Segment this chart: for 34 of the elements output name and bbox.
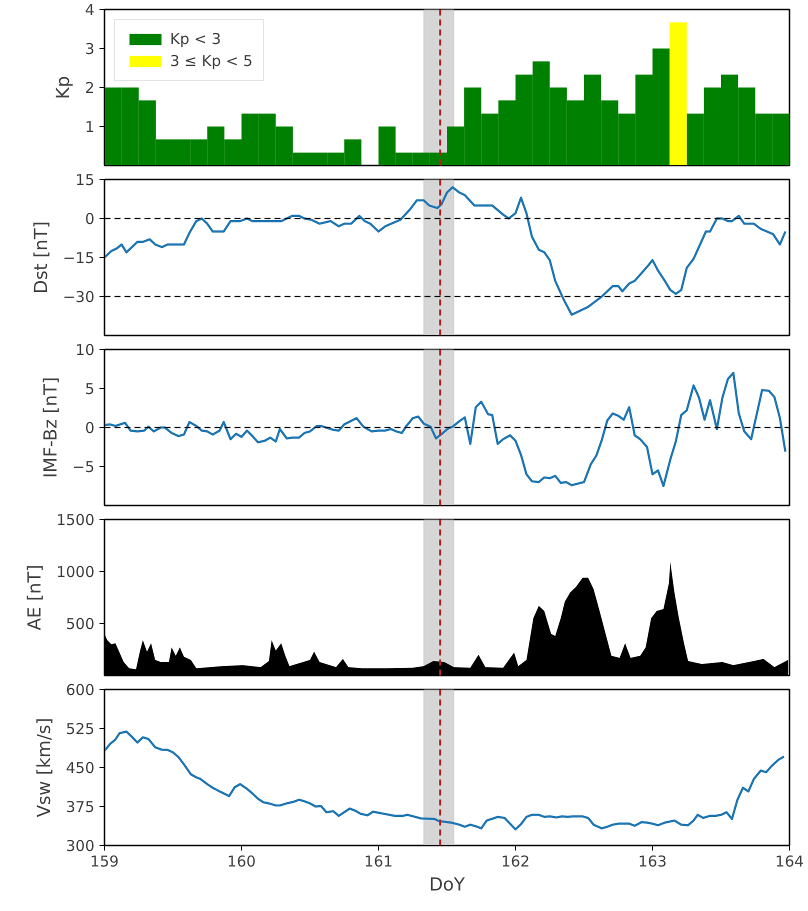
y-tick-label: 600 xyxy=(66,681,95,699)
y-tick-label: 0 xyxy=(84,419,95,437)
y-axis-title: Kp xyxy=(52,76,74,100)
y-tick-label: 1000 xyxy=(56,563,95,581)
y-tick-label: 0 xyxy=(84,210,95,228)
legend-label: Kp < 3 xyxy=(170,30,222,48)
y-tick-label: 15 xyxy=(75,171,95,189)
y-tick-label: 2 xyxy=(84,79,95,97)
y-tick-label: 300 xyxy=(66,837,95,855)
x-tick-label: 160 xyxy=(227,852,256,870)
y-tick-label: 1 xyxy=(84,118,95,136)
x-axis-title: DoY xyxy=(429,874,466,896)
y-axis-title: Vsw [km/s] xyxy=(34,718,55,818)
y-tick-label: 5 xyxy=(84,380,95,398)
y-tick-label: 10 xyxy=(75,341,95,359)
y-tick-label: 525 xyxy=(66,720,95,738)
x-tick-label: 162 xyxy=(501,852,530,870)
y-tick-label: 1500 xyxy=(56,511,95,529)
y-axis-title: IMF-Bz [nT] xyxy=(40,376,62,478)
y-tick-label: 500 xyxy=(66,615,95,633)
y-tick-label: −30 xyxy=(62,288,94,306)
y-tick-label: 375 xyxy=(66,798,95,816)
legend-label: 3 ≤ Kp < 5 xyxy=(170,52,253,70)
y-axis-title: AE [nT] xyxy=(24,564,46,630)
y-axis-title: Dst [nT] xyxy=(30,221,52,294)
y-tick-label: −15 xyxy=(62,249,94,267)
y-tick-label: 450 xyxy=(66,759,95,777)
y-tick-label: −5 xyxy=(72,458,95,476)
x-tick-label: 164 xyxy=(775,852,804,870)
y-tick-label: 4 xyxy=(84,1,95,19)
y-tick-label: 3 xyxy=(84,40,95,58)
x-tick-label: 159 xyxy=(90,852,119,870)
x-tick-label: 163 xyxy=(638,852,667,870)
x-tick-label: 161 xyxy=(364,852,393,870)
